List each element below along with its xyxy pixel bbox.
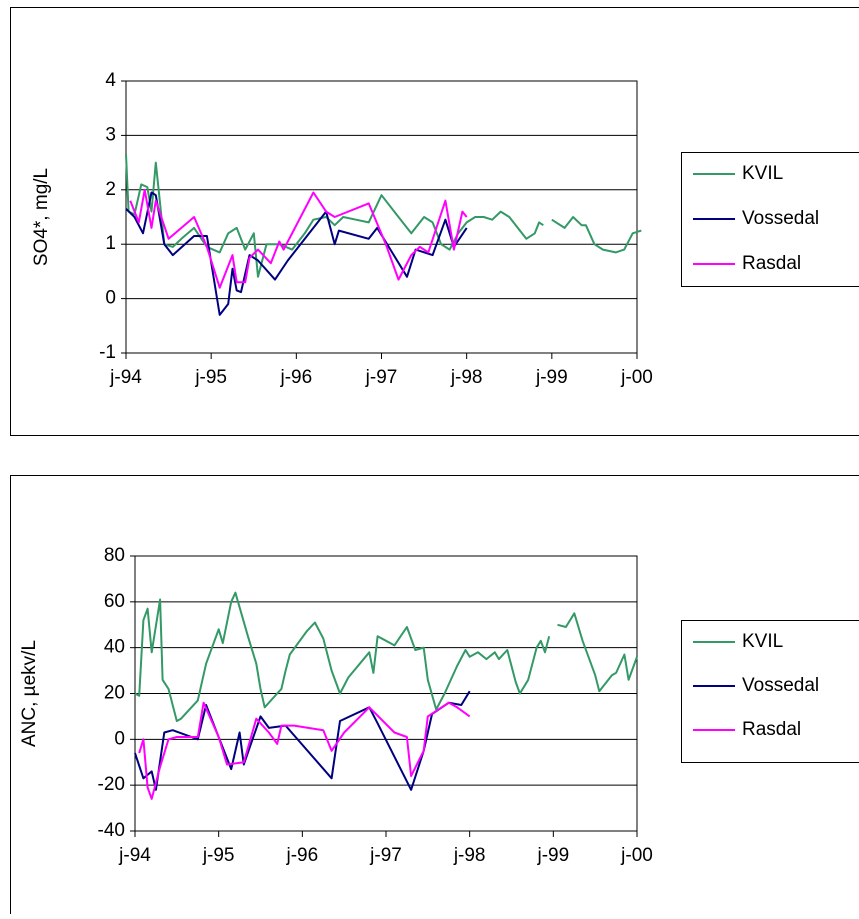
y-tick-label: -1 [99, 342, 116, 363]
y-tick-label: 20 [104, 683, 125, 704]
y-tick-label: 80 [104, 545, 125, 566]
y-tick-label: 40 [104, 637, 125, 658]
x-tick-label: j-97 [365, 367, 398, 388]
x-tick-label: j-97 [369, 845, 402, 866]
x-tick-label: j-95 [194, 367, 227, 388]
y-tick-label: 3 [105, 124, 116, 145]
y-tick-label: -20 [98, 774, 125, 795]
y-tick-label: 0 [114, 728, 125, 749]
legend-label: KVIL [742, 163, 783, 184]
x-tick-label: j-98 [453, 845, 486, 866]
y-axis-label: ANC, µekv/L [19, 640, 40, 747]
legend-label: Vossedal [742, 675, 819, 696]
y-tick-label: 1 [105, 233, 116, 254]
x-tick-label: j-98 [450, 367, 483, 388]
y-tick-label: 4 [105, 70, 116, 91]
y-axis-label: SO4*, mg/L [31, 168, 52, 266]
legend-label: KVIL [742, 631, 783, 652]
y-tick-label: 0 [105, 288, 116, 309]
x-tick-label: j-94 [109, 367, 142, 388]
x-tick-label: j-95 [202, 845, 235, 866]
x-tick-label: j-96 [279, 367, 312, 388]
x-tick-label: j-96 [285, 845, 318, 866]
plot-area [126, 81, 637, 353]
y-tick-label: 60 [104, 591, 125, 612]
y-tick-label: -40 [98, 820, 125, 841]
y-tick-label: 2 [105, 179, 116, 200]
legend-label: Rasdal [742, 719, 801, 740]
x-tick-label: j-00 [620, 367, 653, 388]
legend-label: Rasdal [742, 253, 801, 274]
x-tick-label: j-99 [535, 367, 568, 388]
legend-label: Vossedal [742, 208, 819, 229]
x-tick-label: j-00 [620, 845, 653, 866]
x-tick-label: j-99 [536, 845, 569, 866]
x-tick-label: j-94 [118, 845, 151, 866]
